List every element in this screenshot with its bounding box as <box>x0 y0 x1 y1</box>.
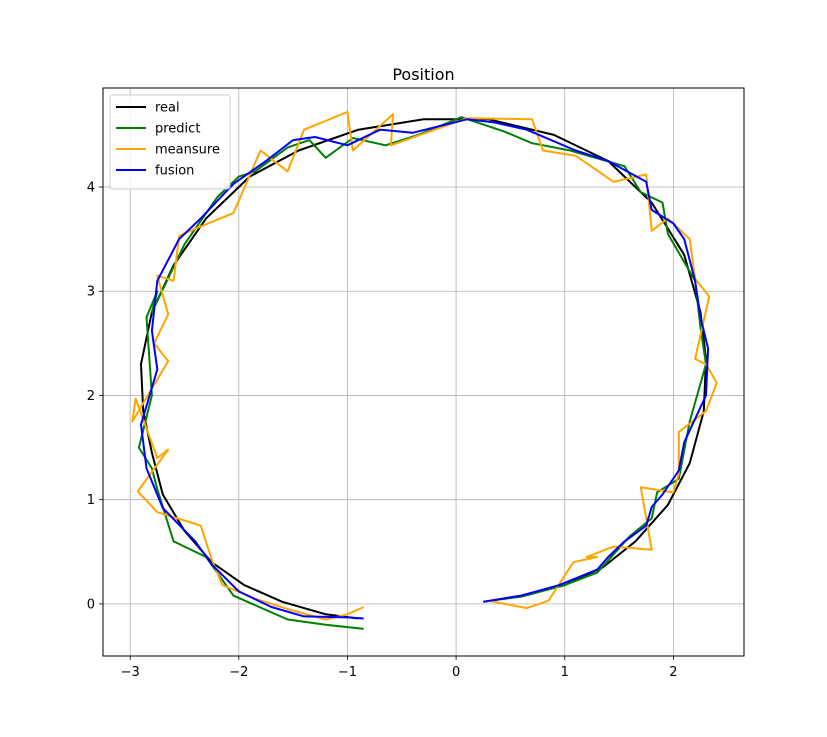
x-tick-label: 0 <box>452 665 460 680</box>
x-tick-label: −1 <box>338 665 357 680</box>
series-layer <box>131 111 718 630</box>
axes-frame <box>102 87 745 657</box>
legend-label-meansure: meansure <box>155 143 220 158</box>
y-tick-label: 1 <box>87 493 95 508</box>
y-tick-label: 0 <box>87 597 95 612</box>
x-tick-label: −2 <box>229 665 248 680</box>
legend-box <box>109 94 231 190</box>
x-tick-label: 2 <box>669 665 677 680</box>
series-line-meansure <box>131 111 718 621</box>
legend-label-predict: predict <box>155 122 200 137</box>
ticks: −3 −2 −1 0 1 2 0 1 2 3 4 <box>87 181 678 680</box>
grid <box>103 88 744 656</box>
y-tick-label: 4 <box>87 181 95 196</box>
x-tick-label: 1 <box>561 665 569 680</box>
y-tick-label: 3 <box>87 285 95 300</box>
x-tick-label: −3 <box>121 665 140 680</box>
chart-title: Position <box>392 65 454 84</box>
legend-label-real: real <box>155 101 180 116</box>
series-line-predict <box>137 116 707 630</box>
y-tick-label: 2 <box>87 389 95 404</box>
series-line-real <box>140 118 707 620</box>
legend: real predict meansure fusion <box>109 94 231 190</box>
legend-label-fusion: fusion <box>155 164 194 179</box>
series-line-fusion <box>140 118 710 620</box>
